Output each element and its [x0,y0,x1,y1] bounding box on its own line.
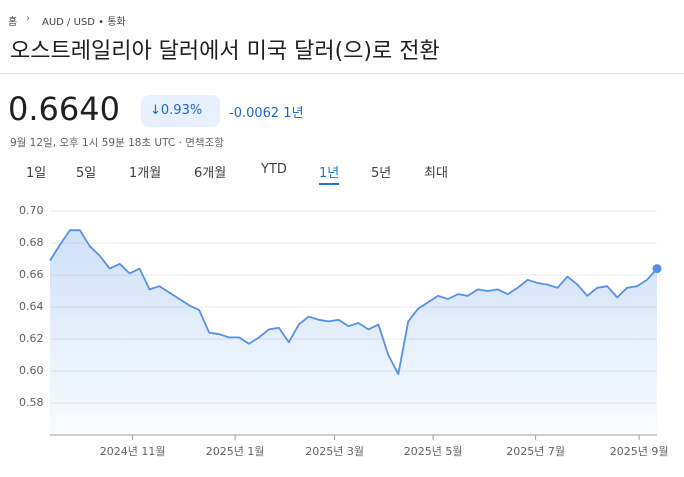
range-tab[interactable]: 최대 [424,166,448,181]
range-tab[interactable]: 5일 [76,166,97,181]
page-title: 오스트레일리아 달러에서 미국 달러(으)로 전환 [10,39,440,64]
x-tick-label: 2025년 9월 [610,445,669,458]
x-tick-label: 2025년 5월 [404,445,463,458]
range-tab[interactable]: 5년 [371,166,392,181]
y-tick-label: 0.70 [19,204,44,217]
last-point [652,264,662,274]
change-percent: 0.93% [160,103,203,118]
y-tick-label: 0.68 [19,236,44,249]
change: -0.0062 1년 [229,106,304,121]
area [50,230,657,435]
price: 0.6640 [8,90,120,128]
range-tab[interactable]: 1개월 [129,166,162,181]
timestamp: 9월 12일, 오후 1시 59분 18초 UTC · 면책조항 [10,137,224,149]
y-tick-label: 0.64 [19,300,44,313]
change-chip: ↓0.93% [141,95,220,127]
range-tab[interactable]: 1년 [319,162,340,185]
y-tick-label: 0.60 [19,364,44,377]
y-tick-label: 0.58 [19,396,44,409]
y-tick-label: 0.66 [19,268,44,281]
range-tab[interactable]: YTD [261,162,287,177]
kind: 통화 [107,17,126,28]
breadcrumb-separator: › [26,13,30,24]
range-tab[interactable]: 1일 [26,166,47,181]
x-tick-label: 2025년 1월 [206,445,265,458]
divider [0,73,684,74]
x-tick-label: 2024년 11월 [100,445,166,458]
down-arrow: ↓ [150,103,161,118]
breadcrumb-home[interactable]: 홈 [8,17,18,28]
x-tick-label: 2025년 3월 [305,445,364,458]
breadcrumb-pair[interactable]: AUD / USD • 통화 [42,17,126,28]
price-line [49,229,658,376]
pair: AUD / USD [42,17,95,28]
y-tick-label: 0.62 [19,332,44,345]
x-tick-label: 2025년 7월 [506,445,565,458]
range-tab[interactable]: 6개월 [194,166,227,181]
